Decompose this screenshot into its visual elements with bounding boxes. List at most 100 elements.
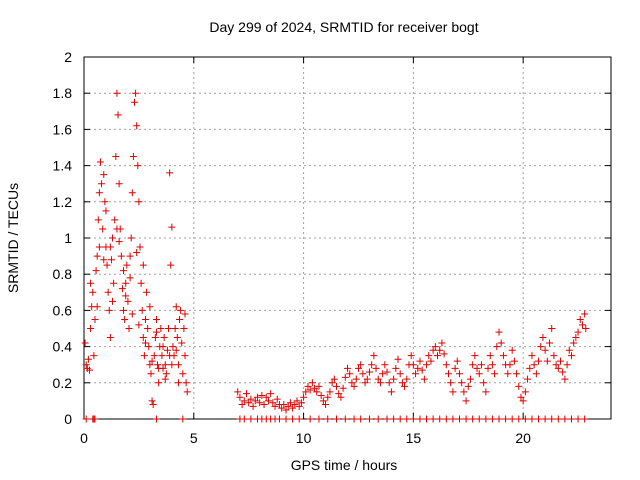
data-point [260,401,268,409]
data-point [361,379,369,387]
data-point [308,379,316,387]
data-point [168,223,176,231]
data-point [561,375,569,383]
data-point [174,379,182,387]
data-point [124,297,132,305]
data-point [87,279,95,287]
y-axis-label: SRMTID / TECUs [5,183,21,293]
y-tick-label: 1.6 [53,121,73,137]
data-point [539,334,547,342]
data-point [146,361,154,369]
data-point [390,375,398,383]
data-point [167,261,175,269]
data-point [491,370,499,378]
data-point [141,339,149,347]
data-point [477,361,485,369]
data-point [556,357,564,365]
data-point [125,325,133,332]
data-point [488,361,496,369]
data-point [93,252,101,260]
data-point [127,234,135,242]
data-point [240,397,248,405]
data-point [169,343,177,351]
data-point [436,346,444,354]
data-point [581,310,589,318]
data-point [565,346,573,354]
zero-value-point [365,415,373,423]
data-point [550,352,558,360]
data-point [552,361,560,369]
zero-value-point [449,415,457,423]
data-point [145,343,153,351]
zero-value-point [383,415,391,423]
data-point [179,370,187,378]
data-point [469,361,477,369]
zero-value-point [528,415,536,423]
data-point [102,207,110,215]
data-point [81,339,89,347]
data-point [166,352,174,360]
data-point [517,393,525,401]
data-point [138,306,146,314]
data-point [131,98,139,106]
data-point [337,393,345,401]
data-point [106,243,114,251]
data-point [495,328,503,336]
zero-value-point [541,415,549,423]
zero-value-point [548,415,556,423]
data-point [152,328,160,336]
data-point [89,288,97,296]
zero-value-point [442,415,450,423]
x-tick-label: 10 [296,430,312,446]
data-point [120,306,128,314]
data-point [341,373,349,381]
y-tick-label: 0.4 [53,339,73,355]
data-point [146,303,154,311]
y-tick-label: 2 [64,49,72,65]
data-point [139,261,147,269]
data-point [438,339,446,347]
zero-value-point [436,415,444,423]
y-tick-label: 0 [64,411,72,427]
data-point [173,334,181,342]
data-point [109,297,117,305]
zero-value-point [324,415,332,423]
zero-value-point [482,415,490,423]
data-point [100,256,108,264]
data-point [286,399,294,407]
data-point [567,352,575,360]
zero-value-point [152,415,160,423]
data-point [442,361,450,369]
y-tick-label: 1.4 [53,158,73,174]
zero-value-point [306,415,314,423]
zero-value-point [469,415,477,423]
data-point [322,401,330,409]
data-point [434,352,442,360]
data-point [524,375,532,383]
zero-value-point [282,415,290,423]
data-point [574,328,582,336]
zero-value-point [475,415,483,423]
data-point [115,238,123,246]
zero-value-point [502,415,510,423]
data-point [122,292,130,300]
data-point [106,334,114,342]
data-point [267,390,275,398]
zero-value-point [403,415,411,423]
data-point [464,382,472,390]
data-point [315,382,323,390]
data-point [376,379,384,387]
x-tick-label: 20 [515,430,531,446]
data-point [251,397,259,405]
data-point [269,399,277,407]
zero-value-point [341,415,349,423]
zero-value-point [508,415,516,423]
data-point [392,364,400,372]
data-point [291,401,299,409]
data-point [423,361,431,369]
data-point [429,346,437,354]
data-point [535,357,543,365]
data-point [103,261,111,269]
data-point [120,267,128,275]
